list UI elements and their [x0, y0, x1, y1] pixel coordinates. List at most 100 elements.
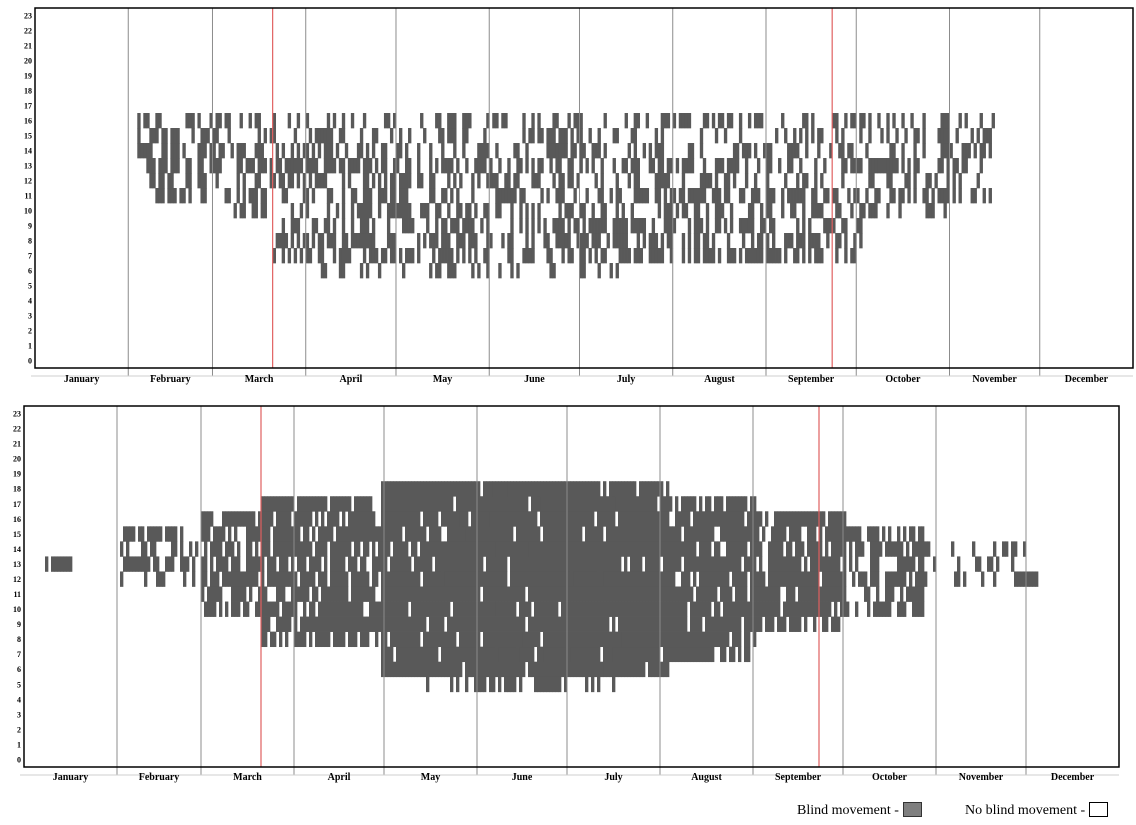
month-label: August: [691, 772, 722, 783]
activity-cell: [336, 631, 340, 648]
activity-cell: [354, 496, 358, 512]
activity-cell: [423, 646, 427, 663]
activity-cell: [702, 571, 706, 587]
activity-cell: [123, 526, 127, 542]
activity-cell: [663, 616, 667, 632]
activity-cell: [474, 203, 478, 219]
activity-cell: [747, 631, 751, 648]
activity-cell: [777, 526, 781, 542]
activity-cell: [702, 173, 707, 189]
activity-cell: [579, 203, 583, 219]
activity-cell: [1029, 571, 1033, 587]
activity-cell: [408, 158, 412, 174]
activity-cell: [717, 218, 722, 234]
activity-cell: [729, 158, 734, 174]
activity-cell: [276, 616, 280, 632]
activity-cell: [726, 526, 730, 542]
activity-cell: [287, 158, 292, 174]
activity-cell: [468, 526, 472, 542]
activity-cell: [272, 173, 277, 189]
activity-cell: [549, 263, 553, 279]
activity-cell: [654, 248, 659, 264]
activity-cell: [558, 661, 562, 678]
activity-cell: [606, 541, 610, 557]
activity-cell: [429, 143, 433, 159]
activity-cell: [738, 556, 742, 572]
y-tick-label: 13: [24, 162, 32, 171]
activity-cell: [450, 586, 454, 602]
activity-cell: [648, 158, 653, 174]
activity-cell: [438, 128, 442, 144]
activity-cell: [450, 676, 454, 693]
activity-cell: [296, 158, 301, 174]
activity-cell: [396, 511, 400, 527]
activity-cell: [204, 556, 208, 572]
activity-cell: [293, 218, 298, 234]
activity-cell: [399, 496, 403, 512]
activity-cell: [570, 526, 574, 542]
activity-cell: [471, 188, 475, 204]
activity-cell: [540, 661, 544, 678]
activity-cell: [417, 143, 421, 159]
activity-cell: [158, 158, 162, 174]
activity-cell: [591, 601, 595, 617]
activity-cell: [705, 203, 710, 219]
activity-cell: [693, 646, 697, 663]
activity-cell: [888, 586, 892, 602]
activity-cell: [459, 646, 463, 663]
activity-cell: [726, 248, 731, 264]
activity-cell: [486, 113, 490, 129]
activity-cell: [711, 556, 715, 572]
activity-cell: [393, 571, 397, 587]
activity-cell: [516, 631, 520, 648]
activity-cell: [693, 188, 698, 204]
activity-cell: [405, 248, 409, 264]
activity-cell: [897, 601, 901, 617]
activity-cell: [591, 481, 595, 497]
activity-cell: [552, 511, 556, 527]
activity-cell: [447, 556, 451, 572]
activity-cell: [772, 218, 776, 234]
activity-cell: [381, 481, 385, 497]
activity-cell: [495, 646, 499, 663]
activity-cell: [964, 113, 968, 129]
activity-cell: [339, 631, 343, 648]
activity-cell: [564, 631, 568, 648]
activity-cell: [805, 128, 809, 144]
activity-cell: [849, 526, 853, 542]
activity-cell: [654, 173, 659, 189]
activity-cell: [182, 143, 186, 159]
activity-cell: [958, 113, 962, 129]
activity-cell: [837, 586, 841, 602]
activity-cell: [390, 526, 394, 542]
activity-cell: [603, 511, 607, 527]
activity-cell: [615, 556, 619, 572]
activity-cell: [327, 586, 331, 602]
activity-cell: [669, 571, 673, 587]
activity-cell: [579, 481, 583, 497]
activity-cell: [789, 556, 793, 572]
activity-cell: [561, 218, 565, 234]
activity-cell: [480, 511, 484, 527]
activity-cell: [564, 646, 568, 663]
activity-cell: [510, 661, 514, 678]
activity-cell: [690, 541, 694, 557]
activity-cell: [507, 173, 511, 189]
activity-cell: [513, 571, 517, 587]
activity-cell: [946, 113, 950, 129]
activity-cell: [669, 631, 673, 648]
activity-cell: [396, 541, 400, 557]
activity-cell: [840, 526, 844, 542]
activity-cell: [395, 203, 400, 219]
activity-cell: [297, 541, 301, 557]
activity-cell: [429, 646, 433, 663]
activity-cell: [462, 113, 466, 129]
activity-cell: [474, 158, 478, 174]
activity-cell: [399, 556, 403, 572]
activity-cell: [341, 248, 346, 264]
activity-cell: [822, 586, 826, 602]
activity-cell: [242, 173, 246, 189]
activity-cell: [546, 631, 550, 648]
activity-cell: [486, 556, 490, 572]
activity-cell: [510, 586, 514, 602]
